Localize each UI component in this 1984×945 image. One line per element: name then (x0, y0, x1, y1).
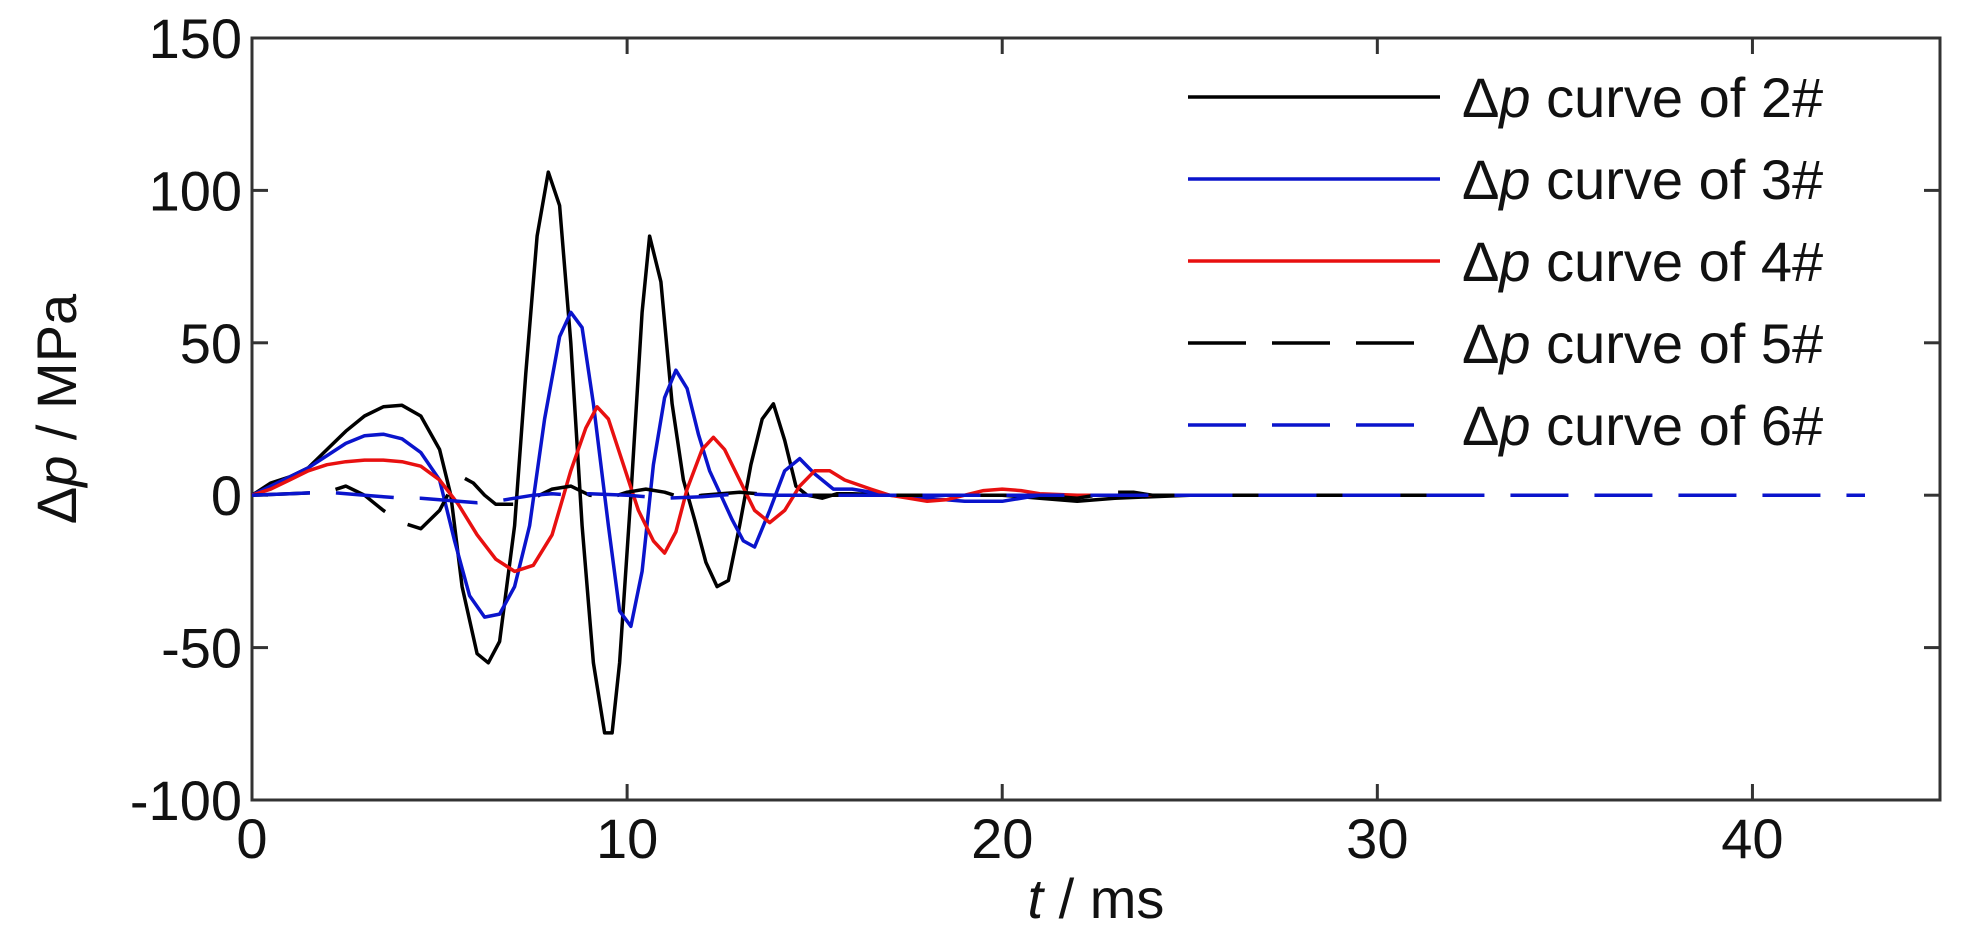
plot-frame (250, 36, 1942, 802)
series-layer (251, 170, 1865, 735)
legend-entry: Δp curve of 5# (1462, 312, 1823, 375)
series-line-5 (251, 475, 1453, 531)
x-tick-label: 30 (1346, 807, 1408, 870)
legend-entry: Δp curve of 4# (1462, 230, 1823, 293)
y-tick-label: 0 (211, 464, 242, 527)
x-axis-label-unit: / ms (1043, 867, 1164, 930)
series-line-2 (251, 170, 1453, 735)
y-axis-label-var: p (25, 456, 88, 489)
y-tick-label: 150 (149, 7, 242, 70)
x-axis-label: t / ms (1028, 867, 1165, 930)
x-axis-label-var: t (1028, 867, 1046, 930)
legend: Δp curve of 2# Δp curve of 3# Δp curve of … (1188, 66, 1823, 457)
y-tick-label: 50 (180, 312, 242, 375)
x-tick-label: 10 (596, 807, 658, 870)
y-tick-label: -50 (161, 617, 242, 680)
y-tick-label: -100 (130, 769, 242, 832)
series-line-3 (251, 310, 1453, 629)
series-line-4 (251, 405, 1190, 574)
legend-entry: Δp curve of 6# (1462, 394, 1823, 457)
y-axis-label: Δp / MPa (25, 293, 88, 524)
y-tick-label: 100 (149, 159, 242, 222)
legend-entry: Δp curve of 3# (1462, 148, 1823, 211)
x-tick-label: 40 (1721, 807, 1783, 870)
x-tick-label: 0 (236, 807, 267, 870)
legend-entry: Δp curve of 2# (1462, 66, 1823, 129)
y-axis-label-unit: / MPa (25, 293, 88, 456)
axis-ticks: 0 10 20 30 40 -100 -50 0 50 100 150 (130, 7, 1940, 870)
y-axis-label-var-prefix: Δ (25, 487, 88, 524)
x-tick-label: 20 (971, 807, 1033, 870)
